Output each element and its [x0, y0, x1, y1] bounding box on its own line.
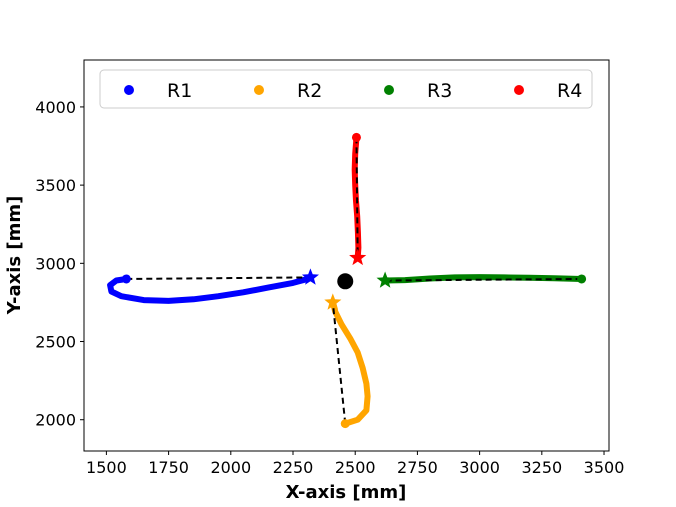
y-tick-label: 4000 — [35, 98, 76, 117]
legend-marker-r1 — [124, 85, 134, 95]
x-tick-label: 1500 — [86, 458, 127, 477]
goal-star-r4 — [349, 248, 367, 266]
start-point-r2 — [340, 419, 350, 429]
plot-area — [107, 132, 587, 429]
start-point-r3 — [577, 274, 587, 284]
legend-marker-r4 — [514, 85, 524, 95]
legend-label-r1: R1 — [167, 80, 192, 102]
trajectory-r1 — [107, 275, 314, 304]
direct-line-r2 — [331, 302, 347, 424]
series-r3 — [376, 271, 587, 288]
center-marker — [337, 273, 354, 290]
series-r2 — [324, 293, 371, 429]
x-tick-label: 3500 — [584, 458, 625, 477]
legend-label-r4: R4 — [557, 80, 582, 102]
x-axis-label: X-axis [mm] — [286, 482, 407, 503]
x-tick-label: 3000 — [459, 458, 500, 477]
y-axis-label: Y-axis [mm] — [4, 196, 25, 316]
y-tick-label: 2500 — [35, 333, 76, 352]
direct-line-r4 — [355, 137, 359, 258]
trajectory-r2 — [329, 299, 371, 427]
trajectory-r3 — [382, 274, 585, 284]
direct-line-r1 — [126, 276, 311, 280]
legend-marker-r2 — [254, 85, 264, 95]
legend-label-r2: R2 — [297, 80, 322, 102]
axes-frame — [83, 59, 610, 452]
legend-box — [99, 69, 593, 109]
goal-star-r1 — [301, 268, 319, 285]
legend-marker-r3 — [384, 85, 394, 95]
plot-frame — [83, 59, 610, 452]
y-tick-label: 3500 — [35, 176, 76, 195]
direct-line-r3 — [385, 277, 582, 282]
start-point-r4 — [351, 132, 361, 142]
center-marker-ring — [335, 271, 356, 292]
axis-ticks: 1500 1750 2000 2250 2500 2750 3000 3250 3500 2000… — [35, 98, 624, 477]
x-tick-label: 2500 — [335, 458, 376, 477]
goal-star-r3 — [376, 271, 394, 288]
legend: R1 R2 R3 R4 — [99, 69, 593, 109]
x-tick-label: 2000 — [210, 458, 251, 477]
start-point-r1 — [121, 274, 131, 284]
legend-label-r3: R3 — [427, 80, 452, 102]
x-tick-label: 1750 — [148, 458, 189, 477]
y-tick-label: 3000 — [35, 254, 76, 273]
series-r1 — [107, 268, 319, 304]
series-r4 — [349, 132, 367, 266]
x-tick-label: 3250 — [521, 458, 562, 477]
goal-star-r2 — [324, 293, 342, 310]
x-tick-label: 2750 — [397, 458, 438, 477]
y-tick-label: 2000 — [35, 411, 76, 430]
x-tick-label: 2250 — [273, 458, 314, 477]
